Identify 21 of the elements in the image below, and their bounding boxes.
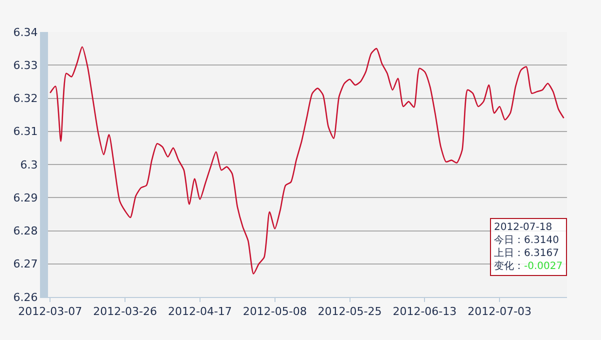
y-tick-label: 6.27 [13, 258, 38, 271]
annotation: 变化：-0.0027 [494, 260, 563, 272]
y-tick-label: 6.3 [20, 158, 38, 172]
x-tick-label: 2012-06-13 [392, 305, 457, 318]
y-tick-label: 6.29 [13, 191, 38, 204]
x-tick-label: 2012-03-26 [93, 305, 158, 318]
y-tick-label: 6.32 [13, 92, 38, 106]
x-tick-label: 2012-05-08 [242, 305, 307, 318]
y-tick-label: 6.31 [13, 125, 38, 138]
y-tick-label: 6.26 [13, 290, 38, 304]
y-tick-label: 6.28 [13, 224, 38, 238]
y-tick-label: 6.33 [13, 58, 38, 72]
y-tick-label: 6.34 [13, 26, 38, 39]
x-tick-label: 2012-05-25 [318, 305, 382, 318]
x-tick-label: 2012-03-07 [18, 305, 82, 318]
x-tick-label: 2012-07-03 [468, 305, 532, 318]
annotation: 2012-07-18 [494, 222, 552, 233]
line-series [49, 46, 564, 274]
annotation: 上日：6.3167 [494, 247, 559, 259]
x-tick-label: 2012-04-17 [168, 305, 232, 318]
annotation: 今日：6.3140 [494, 234, 559, 246]
